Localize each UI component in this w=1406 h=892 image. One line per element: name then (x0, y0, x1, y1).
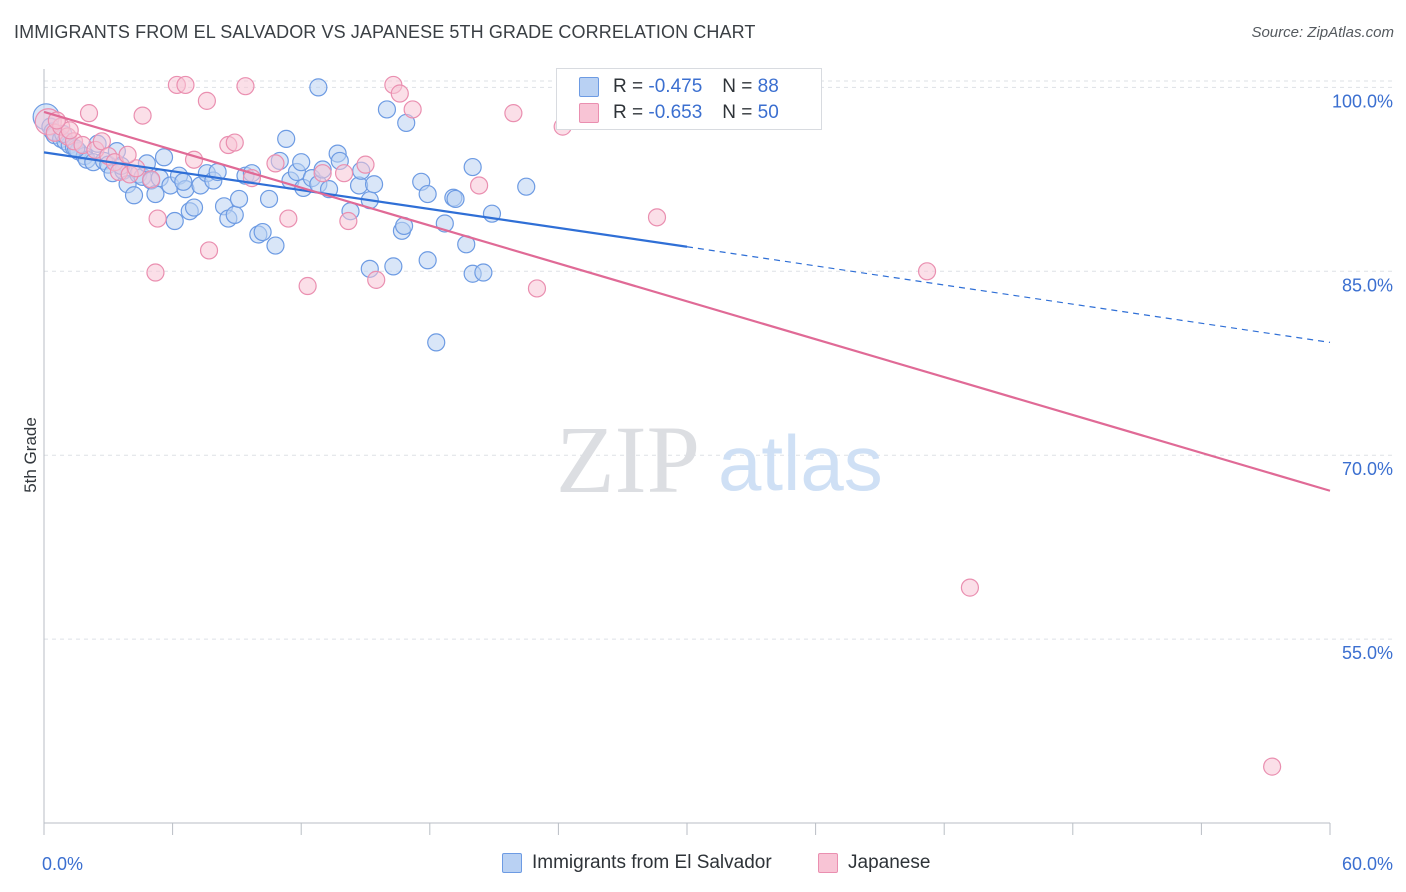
blue-swatch (579, 77, 599, 97)
point-japanese (1263, 757, 1282, 776)
trend-layer (43, 110, 1331, 492)
point-el-salvador (384, 257, 403, 276)
point-japanese (334, 164, 354, 183)
point-japanese (403, 100, 422, 119)
point-japanese (118, 145, 137, 164)
series-legend: Immigrants from El Salvador Japanese (0, 852, 1406, 878)
point-japanese (199, 241, 219, 260)
legend-label: Immigrants from El Salvador (532, 852, 772, 873)
point-el-salvador (124, 186, 144, 205)
point-japanese (469, 176, 489, 195)
r-value: -0.475 (648, 76, 703, 97)
point-el-salvador (427, 333, 446, 352)
point-japanese (148, 209, 167, 228)
axis-layer (43, 69, 1331, 835)
label-layer: 100.0% 85.0% 70.0% 55.0% 0.0% 60.0% 5th Grade (21, 91, 1393, 874)
points-layer (32, 75, 1282, 776)
r-label: R = (613, 76, 644, 97)
point-el-salvador (174, 172, 193, 191)
point-el-salvador (225, 205, 244, 224)
point-el-salvador (292, 153, 311, 172)
point-el-salvador (463, 157, 482, 177)
point-japanese (527, 279, 547, 298)
point-el-salvador (277, 129, 296, 148)
point-japanese (197, 91, 216, 110)
chart-title: IMMIGRANTS FROM EL SALVADOR VS JAPANESE … (14, 22, 756, 42)
n-label: N = (722, 102, 753, 123)
point-japanese (176, 75, 195, 95)
grid-layer (44, 80, 1392, 640)
blue-swatch (502, 853, 522, 873)
point-japanese (339, 211, 358, 231)
y-tick-label: 55.0% (1342, 643, 1393, 663)
point-japanese (367, 270, 386, 289)
trend-line-japanese (43, 110, 1331, 492)
trend-line-el-salvador (43, 151, 688, 248)
point-el-salvador (377, 100, 397, 119)
point-el-salvador (517, 177, 536, 196)
point-japanese (127, 159, 146, 178)
point-japanese (917, 262, 937, 281)
point-japanese (960, 578, 980, 597)
legend-label: Japanese (848, 852, 931, 873)
point-japanese (356, 155, 375, 174)
point-japanese (298, 276, 317, 296)
watermark-atlas: atlas (718, 419, 883, 507)
r-value: -0.653 (648, 102, 703, 123)
point-japanese (60, 121, 79, 140)
point-japanese (504, 104, 523, 123)
y-tick-label: 85.0% (1342, 275, 1393, 295)
y-axis-label: 5th Grade (21, 417, 40, 493)
point-el-salvador (418, 251, 437, 270)
point-japanese (279, 209, 298, 228)
point-el-salvador (364, 175, 384, 194)
stats-legend: R = -0.475 N = 88 R = -0.653 N = 50 (556, 68, 822, 130)
point-japanese (647, 208, 667, 227)
watermark: ZIP atlas (556, 406, 883, 513)
watermark-zip: ZIP (556, 406, 700, 513)
legend-row-blue: R = -0.475 N = 88 (579, 75, 779, 99)
point-japanese (313, 164, 332, 183)
trend-line-el-salvador-extension (686, 246, 1331, 343)
point-el-salvador (165, 211, 184, 231)
point-japanese (146, 263, 165, 282)
legend-item-el-salvador[interactable]: Immigrants from El Salvador (502, 852, 772, 874)
legend-item-japanese[interactable]: Japanese (818, 852, 930, 874)
point-el-salvador (474, 263, 493, 282)
x-tick-label: 60.0% (1342, 854, 1393, 874)
n-value: 88 (757, 76, 779, 97)
pink-swatch (579, 103, 599, 123)
point-el-salvador (154, 148, 174, 167)
y-tick-label: 100.0% (1332, 91, 1393, 111)
n-value: 50 (757, 102, 779, 123)
point-el-salvador (184, 198, 204, 217)
y-tick-label: 70.0% (1342, 459, 1393, 479)
point-el-salvador (253, 222, 272, 242)
point-el-salvador (229, 189, 249, 209)
point-japanese (142, 170, 161, 189)
x-tick-label: 0.0% (42, 854, 83, 874)
point-japanese (236, 77, 255, 96)
point-el-salvador (309, 78, 328, 97)
point-japanese (225, 133, 244, 152)
chart-source: Source: ZipAtlas.com (1251, 24, 1394, 41)
point-japanese (390, 84, 409, 103)
pink-swatch (818, 853, 838, 873)
legend-row-pink: R = -0.653 N = 50 (579, 101, 779, 125)
n-label: N = (722, 76, 753, 97)
point-el-salvador (259, 189, 279, 209)
point-japanese (266, 154, 285, 173)
r-label: R = (613, 102, 644, 123)
point-japanese (133, 106, 152, 125)
point-japanese (79, 104, 99, 123)
point-el-salvador (266, 236, 285, 255)
point-el-salvador (418, 184, 437, 204)
point-el-salvador (446, 189, 465, 209)
